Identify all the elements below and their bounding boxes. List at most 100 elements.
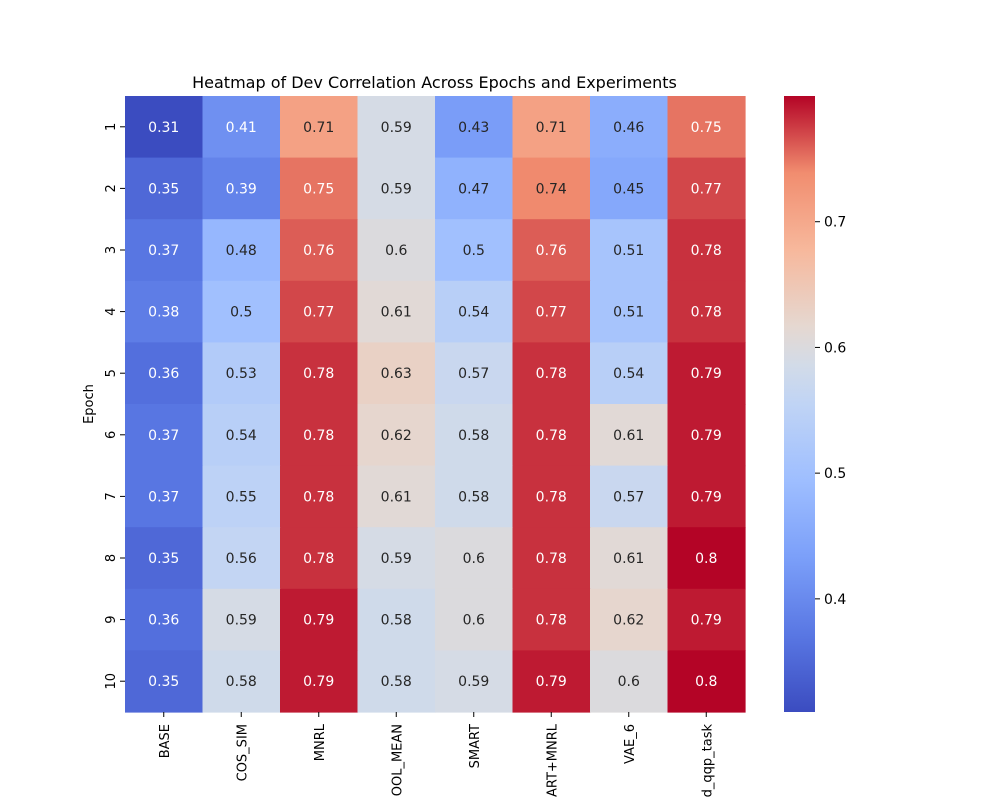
cell-value-label: 0.59 [381, 120, 412, 136]
cell-value-label: 0.47 [458, 181, 489, 197]
x-tick-label: MNRL [313, 723, 328, 761]
cell-value-label: 0.6 [618, 674, 640, 690]
cell-value-label: 0.62 [613, 613, 644, 629]
colorbar [784, 96, 815, 712]
heatmap-cell [280, 219, 359, 282]
heatmap-cell [280, 157, 359, 220]
heatmap-cell [512, 527, 591, 590]
y-tick-label: 10 [104, 673, 119, 690]
heatmap-cell [202, 650, 281, 713]
cell-value-label: 0.59 [458, 674, 489, 690]
heatmap-cell [280, 650, 359, 713]
heatmap-cell [512, 280, 591, 343]
cell-value-label: 0.62 [381, 428, 412, 444]
heatmap-cell [512, 404, 591, 467]
cell-value-label: 0.6 [463, 551, 485, 567]
heatmap-cells [125, 96, 746, 713]
colorbar-tick-label: 0.4 [824, 592, 846, 608]
y-tick-label: 4 [104, 307, 119, 315]
y-axis-label: Epoch [82, 384, 97, 424]
x-tick-label: VAE_6 [623, 724, 638, 764]
x-tick-label: COS_SIM [235, 724, 250, 781]
heatmap-cell [512, 157, 591, 220]
heatmap-cell [590, 588, 669, 651]
heatmap-cell [125, 527, 204, 590]
cell-value-label: 0.79 [691, 428, 722, 444]
heatmap-cell [125, 342, 204, 405]
heatmap-cell [435, 588, 514, 651]
x-tick-label: SMART [468, 724, 483, 768]
cell-value-label: 0.58 [381, 674, 412, 690]
cell-value-label: 0.58 [226, 674, 257, 690]
cell-value-label: 0.77 [691, 181, 722, 197]
cell-value-label: 0.61 [381, 489, 412, 505]
cell-value-label: 0.78 [536, 366, 567, 382]
y-axis-ticks: 1 2 3 4 5 6 7 8 9 10 [104, 123, 125, 690]
cell-value-label: 0.48 [226, 243, 257, 259]
heatmap-cell [357, 404, 436, 467]
cell-value-labels: 0.31 0.41 0.71 0.59 0.43 0.71 0.46 0.75 0.35 0.39… [148, 120, 722, 690]
cell-value-label: 0.79 [691, 366, 722, 382]
cell-value-label: 0.79 [303, 674, 334, 690]
cell-value-label: 0.78 [691, 305, 722, 321]
heatmap-cell [435, 96, 514, 159]
heatmap-cell [202, 157, 281, 220]
y-tick-label: 6 [104, 431, 119, 439]
heatmap-cell [202, 588, 281, 651]
cell-value-label: 0.58 [458, 428, 489, 444]
heatmap-cell [280, 527, 359, 590]
heatmap-cell [590, 342, 669, 405]
y-tick-label: 9 [104, 615, 119, 623]
cell-value-label: 0.71 [303, 120, 334, 136]
cell-value-label: 0.58 [458, 489, 489, 505]
cell-value-label: 0.76 [536, 243, 567, 259]
cell-value-label: 0.35 [148, 181, 179, 197]
heatmap-cell [125, 96, 204, 159]
heatmap-cell [590, 280, 669, 343]
cell-value-label: 0.31 [148, 120, 179, 136]
heatmap-cell [357, 157, 436, 220]
heatmap-cell [202, 280, 281, 343]
heatmap-cell [590, 157, 669, 220]
y-tick-label: 1 [104, 123, 119, 131]
cell-value-label: 0.61 [381, 305, 412, 321]
heatmap-cell [125, 157, 204, 220]
cell-value-label: 0.78 [303, 428, 334, 444]
cell-value-label: 0.79 [536, 674, 567, 690]
cell-value-label: 0.58 [381, 613, 412, 629]
heatmap-cell [280, 588, 359, 651]
heatmap-cell [667, 650, 746, 713]
heatmap-cell [357, 280, 436, 343]
heatmap-cell [435, 404, 514, 467]
cell-value-label: 0.78 [303, 366, 334, 382]
y-tick-label: 5 [104, 369, 119, 377]
heatmap-cell [435, 527, 514, 590]
heatmap-cell [125, 650, 204, 713]
colorbar-tick-label: 0.7 [824, 215, 846, 231]
heatmap-cell [125, 465, 204, 528]
cell-value-label: 0.77 [303, 305, 334, 321]
heatmap-cell [590, 404, 669, 467]
heatmap-cell [667, 588, 746, 651]
heatmap-cell [512, 650, 591, 713]
cell-value-label: 0.6 [385, 243, 407, 259]
y-tick-label: 7 [104, 492, 119, 500]
heatmap-cell [435, 157, 514, 220]
y-tick-label: 3 [104, 246, 119, 254]
colorbar-ticks: 0.4 0.5 0.6 0.7 [815, 215, 846, 608]
heatmap-cell [202, 96, 281, 159]
cell-value-label: 0.37 [148, 428, 179, 444]
heatmap-cell [202, 404, 281, 467]
heatmap-cell [590, 96, 669, 159]
cell-value-label: 0.56 [226, 551, 257, 567]
heatmap-cell [435, 342, 514, 405]
cell-value-label: 0.63 [381, 366, 412, 382]
cell-value-label: 0.41 [226, 120, 257, 136]
heatmap-cell [202, 219, 281, 282]
x-tick-label: d_qqp_task [700, 724, 715, 798]
cell-value-label: 0.61 [613, 551, 644, 567]
heatmap-cell [667, 342, 746, 405]
cell-value-label: 0.37 [148, 243, 179, 259]
heatmap-cell [357, 342, 436, 405]
